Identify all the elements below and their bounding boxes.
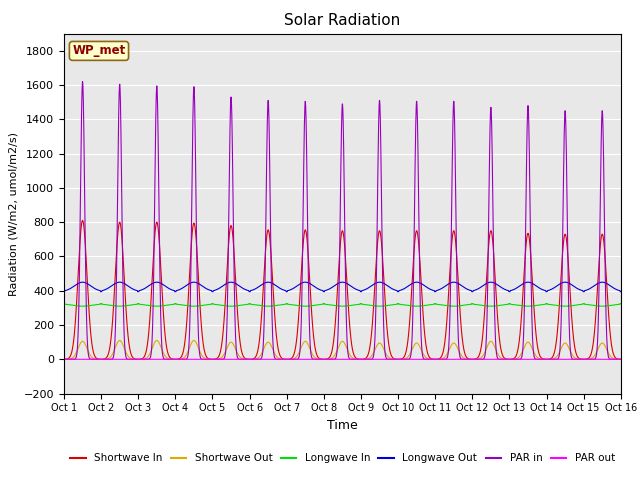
Legend: Shortwave In, Shortwave Out, Longwave In, Longwave Out, PAR in, PAR out: Shortwave In, Shortwave Out, Longwave In…	[66, 449, 619, 468]
Y-axis label: Radiation (W/m2, umol/m2/s): Radiation (W/m2, umol/m2/s)	[8, 132, 18, 296]
Text: WP_met: WP_met	[72, 44, 125, 58]
X-axis label: Time: Time	[327, 419, 358, 432]
Title: Solar Radiation: Solar Radiation	[284, 13, 401, 28]
